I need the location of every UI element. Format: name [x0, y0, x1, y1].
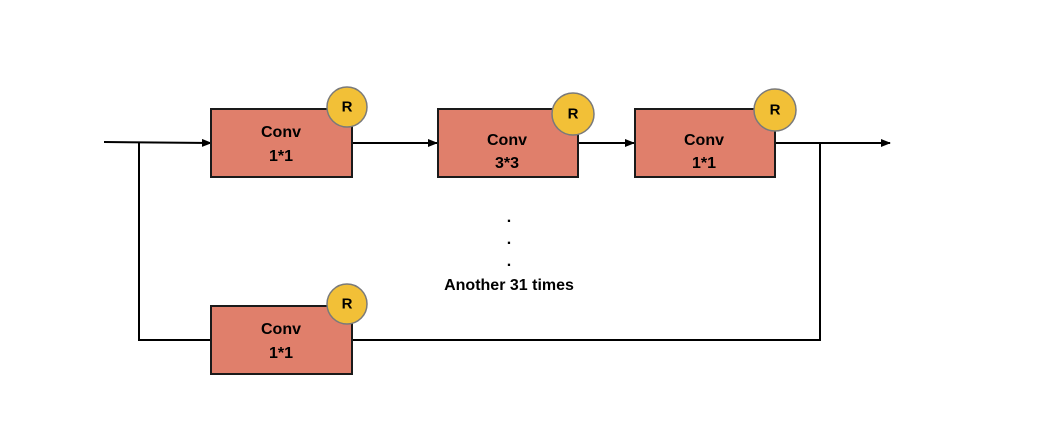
ellipsis-dot-2: . — [507, 231, 511, 248]
ellipsis-dot-3: . — [507, 253, 511, 270]
conv-block-shortcut-box — [210, 305, 353, 375]
relu-badge-4 — [326, 283, 368, 325]
relu-badge-2-label: R — [568, 106, 579, 123]
conv-block-1-title: Conv — [261, 124, 301, 141]
conv-block-2: Conv 3*3 R — [437, 92, 595, 178]
conv-block-1-box — [210, 108, 353, 178]
conv-block-shortcut-title: Conv — [261, 321, 301, 338]
conv-block-3-title: Conv — [684, 132, 724, 149]
conv-block-2-kernel: 3*3 — [495, 155, 519, 172]
conv-block-1: Conv 1*1 R — [210, 86, 368, 178]
conv-block-shortcut: Conv 1*1 R — [210, 283, 368, 375]
repeat-note: Another 31 times — [444, 277, 574, 294]
conv-block-3-box — [634, 108, 776, 178]
relu-badge-2 — [551, 92, 595, 136]
relu-badge-3 — [753, 88, 797, 132]
shortcut-line-right — [352, 143, 821, 341]
shortcut-line-left — [138, 142, 211, 341]
conv-block-3: Conv 1*1 R — [634, 88, 797, 178]
ellipsis-dot-1: . — [507, 209, 511, 226]
relu-badge-1 — [326, 86, 368, 128]
conv-block-2-title: Conv — [487, 132, 527, 149]
relu-badge-4-label: R — [342, 296, 353, 313]
input-arrow — [103, 138, 212, 147]
relu-badge-3-label: R — [770, 102, 781, 119]
conv-block-shortcut-kernel: 1*1 — [269, 345, 293, 362]
conv-block-1-kernel: 1*1 — [269, 148, 293, 165]
relu-badge-1-label: R — [342, 99, 353, 116]
conv-block-3-kernel: 1*1 — [692, 155, 716, 172]
